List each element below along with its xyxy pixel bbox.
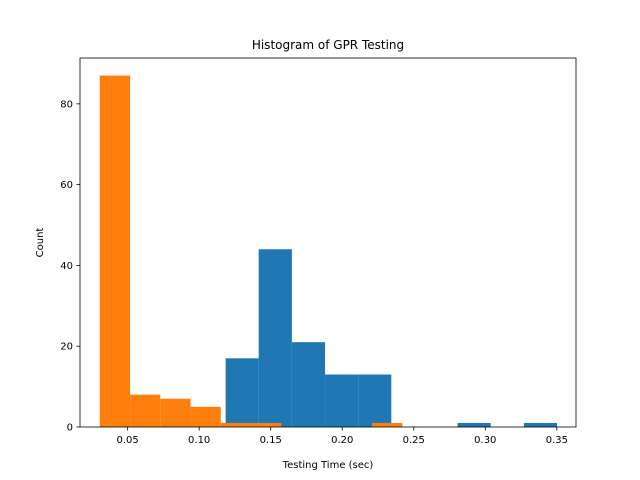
x-tick-label: 0.05 <box>117 435 139 446</box>
histogram-bar-s1-2 <box>160 398 191 427</box>
y-tick-label: 80 <box>60 99 73 110</box>
bars-layer <box>99 75 557 428</box>
x-tick-label: 0.10 <box>188 435 210 446</box>
histogram-bar-s1-0 <box>99 75 131 428</box>
histogram-bar-s0-5 <box>457 422 491 427</box>
histogram-bar-s1-4 <box>220 422 252 427</box>
histogram-bar-s0-2 <box>291 342 326 427</box>
x-tick-label: 0.15 <box>260 435 282 446</box>
y-tick-label: 20 <box>60 342 73 353</box>
x-tick-label: 0.25 <box>403 435 425 446</box>
histogram-bar-s0-3 <box>325 374 359 427</box>
y-tick-label: 60 <box>60 180 73 191</box>
y-axis-ticks: 0 20 40 60 80 <box>60 99 80 434</box>
histogram-bar-s1-5 <box>251 422 282 427</box>
histogram-bar-s0-6 <box>523 422 557 427</box>
x-axis-label: Testing Time (sec) <box>282 460 374 471</box>
histogram-bar-s0-0 <box>225 358 259 427</box>
chart-title: Histogram of GPR Testing <box>252 38 404 52</box>
y-axis-label: Count <box>35 228 46 258</box>
y-tick-label: 0 <box>67 423 73 434</box>
x-tick-label: 0.20 <box>331 435 353 446</box>
histogram-bar-s0-4 <box>358 374 392 427</box>
y-tick-label: 40 <box>60 261 73 272</box>
histogram-bar-s1-6 <box>372 422 403 427</box>
x-axis-ticks: 0.05 0.10 0.15 0.20 0.25 0.30 0.35 <box>117 427 568 446</box>
histogram-bar-s1-3 <box>190 406 221 427</box>
x-tick-label: 0.30 <box>474 435 496 446</box>
histogram-bar-s1-1 <box>130 394 161 427</box>
histogram-bar-s0-1 <box>258 249 292 427</box>
plot-frame <box>79 57 577 428</box>
x-tick-label: 0.35 <box>546 435 568 446</box>
